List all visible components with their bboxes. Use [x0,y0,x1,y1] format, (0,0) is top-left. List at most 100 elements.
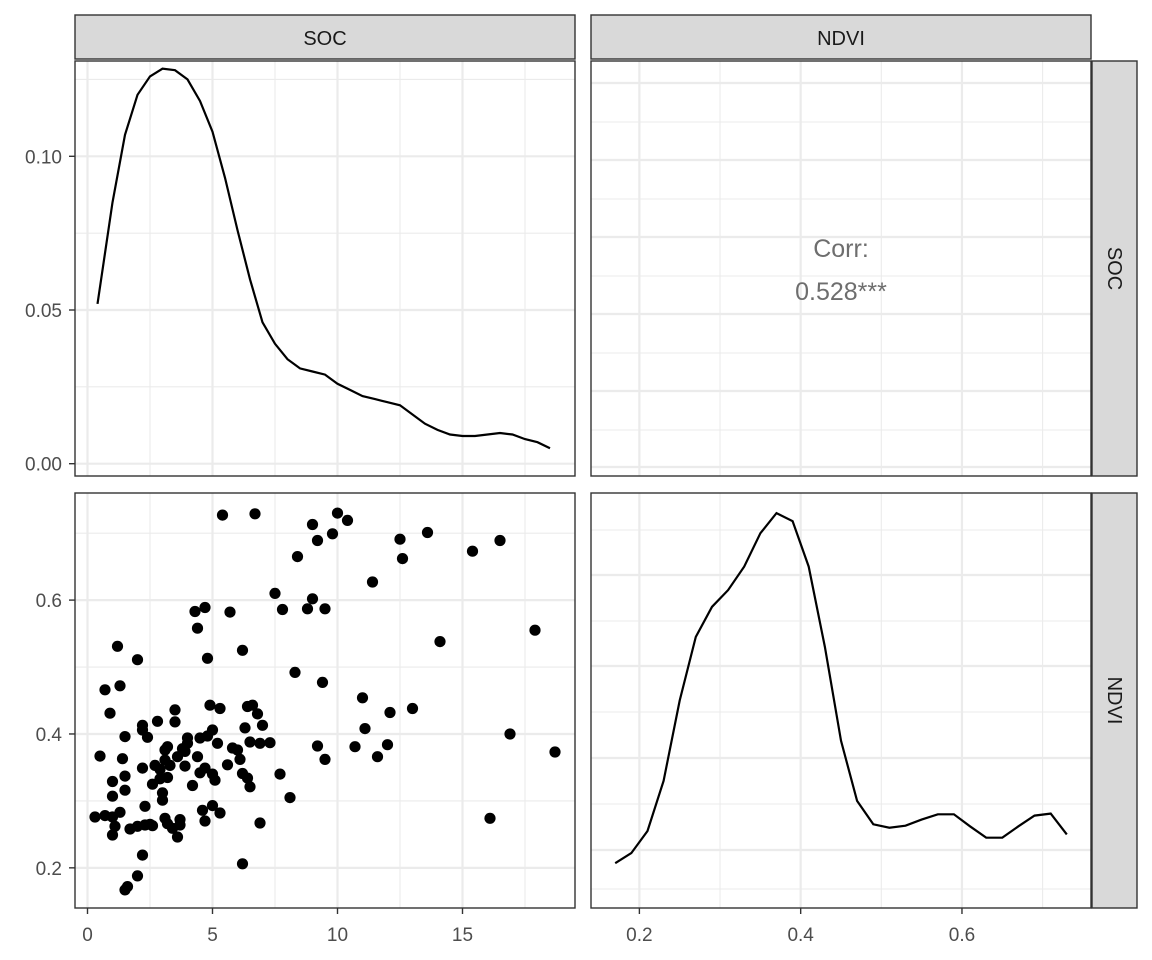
soc-density-curve [96,67,551,450]
scatter-point [366,576,379,588]
scatter-point [316,676,329,689]
scatter-point [484,812,496,824]
scatter-point [199,815,211,827]
scatter-point [114,680,126,692]
scatter-point [131,654,144,666]
y-tick-label-density: 0.00 [25,455,62,476]
scatter-point [234,753,246,766]
scatter-point [131,870,144,882]
scatter-point [246,699,259,711]
corr-label: Corr: [813,235,869,263]
scatter-point [154,763,166,776]
scatter-point [89,811,101,823]
scatter-point [231,744,244,756]
ndvi-density-curve [614,511,1068,865]
scatter-point [264,737,276,749]
x-tick-label-ndvi: 0.4 [787,925,814,946]
scatter-point [371,751,384,763]
scatter-point [136,719,149,731]
scatter-panel-background [75,493,575,908]
scatter-point [106,790,119,802]
scatter-point [466,545,479,557]
scatter-point [249,508,261,520]
scatter-point [494,534,506,547]
scatter-point [239,722,251,734]
scatter-point [359,723,371,735]
scatter-point [151,715,164,727]
scatter-point [171,831,184,843]
scatter-point [241,772,254,784]
strip-col-soc-label: SOC [303,28,346,50]
scatter-point [311,534,324,547]
scatter-point [201,652,214,664]
scatter-point [119,784,131,796]
strip-row-soc-label: SOC [1103,247,1125,290]
scatter-point [136,762,149,774]
data-marks [89,67,1068,896]
scatter-point [174,814,186,826]
strip-row-ndvi-label: NDVI [1103,677,1125,725]
scatter-point [291,551,304,563]
scatter-point [114,806,126,818]
strip-col-ndvi-label: NDVI [817,28,865,50]
scatter-point [94,750,106,762]
scatter-point [214,702,226,715]
scatter-point [244,781,256,793]
ndvi-density-panel-background [591,493,1091,908]
scatter-point [139,800,151,812]
scatter-point [204,699,216,711]
scatter-point [191,622,204,634]
scatter-point [341,514,354,527]
scatter-point [161,771,174,784]
scatter-point [216,509,229,521]
scatter-point [111,640,124,652]
strip-row-ndvi: NDVI [1091,492,1138,909]
scatter-point [169,716,181,728]
scatter-point [164,759,176,772]
scatter-point [356,692,369,704]
scatter-point [319,753,331,766]
scatter-point [141,731,154,743]
scatter-point [211,737,224,749]
scatter-point [191,751,204,763]
scatter-point [169,704,181,716]
scatter-point [326,528,339,540]
scatter-point [394,533,406,545]
x-tick-label-soc: 0 [82,925,93,946]
scatter-point [274,768,286,780]
scatter-point [284,792,296,804]
scatter-point [349,741,361,753]
x-tick-label-ndvi: 0.6 [949,925,975,946]
scatter-point [186,779,199,792]
scatter-point [276,603,289,616]
panel-grids [75,61,1091,908]
scatter-point [254,817,266,829]
x-tick-label-soc: 15 [452,925,473,946]
correlation-panel-background [591,61,1091,476]
strip-col-ndvi: NDVI [590,14,1092,60]
scatter-point [256,719,269,731]
scatter-point [311,740,324,752]
scatter-point [106,775,119,788]
scatter-point [161,741,174,753]
scatter-point [529,624,541,636]
scatter-point [384,706,396,719]
y-tick-label-ndvi: 0.2 [36,859,62,880]
scatter-point [156,787,169,799]
panel-borders [74,60,1092,909]
scatter-point [104,707,116,719]
scatter-point [119,770,131,782]
scatter-point [214,807,226,819]
scatter-point [236,644,249,656]
scatter-point [396,553,409,565]
scatter-point [109,820,121,832]
scatter-point [504,728,516,740]
scatter-point [206,800,219,812]
x-tick-label-soc: 5 [207,925,218,946]
scatter-point [269,587,281,600]
scatter-point [289,666,301,679]
correlation-panel-border [590,60,1092,477]
strip-col-soc: SOC [74,14,576,60]
scatter-panel-border [74,492,576,909]
